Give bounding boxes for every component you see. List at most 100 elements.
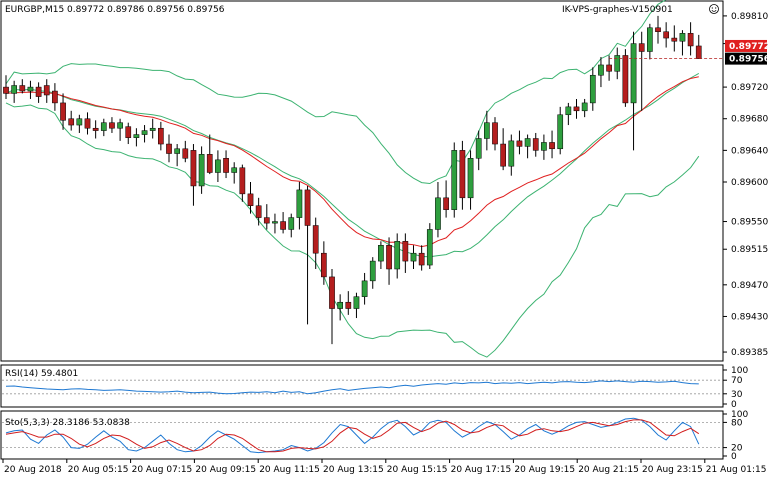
candle-body: [231, 167, 238, 173]
candle-body: [687, 33, 694, 47]
candle-body: [158, 127, 164, 145]
rsi-tick-label: 30: [731, 390, 743, 400]
candle-body: [500, 143, 506, 167]
candle-body: [272, 221, 278, 224]
candle-body: [215, 159, 221, 173]
time-tick-label: 20 Aug 15:15: [387, 465, 448, 475]
stoch-series-line: [5, 417, 700, 454]
candle-body: [475, 138, 482, 159]
candle-body: [337, 301, 343, 309]
candle-body: [451, 150, 458, 210]
candle-body: [329, 276, 335, 309]
candle-body: [410, 252, 417, 262]
candle-body: [206, 154, 213, 173]
time-tick-label: 20 Aug 17:15: [451, 465, 512, 475]
candle-body: [304, 189, 311, 226]
candle-body: [321, 252, 327, 278]
price-tick-label: 0.89550: [731, 218, 768, 228]
price-panel: 0.898100.897750.897200.896800.896400.896…: [0, 0, 768, 362]
time-tick-label: 20 Aug 11:15: [259, 465, 320, 475]
candle-body: [174, 148, 181, 154]
candle-body: [679, 33, 686, 42]
time-tick-label: 20 Aug 05:15: [68, 465, 129, 475]
price-tick-label: 0.89640: [731, 146, 768, 156]
current-price-tag: 0.89756: [725, 52, 768, 65]
candle-body: [581, 102, 588, 112]
candle-body: [508, 140, 515, 167]
candle-body: [614, 55, 621, 72]
stoch-tick-label: 20: [731, 444, 743, 454]
candle-body: [541, 142, 547, 151]
time-tick-label: 20 Aug 07:15: [132, 465, 193, 475]
candle-body: [549, 142, 555, 150]
candle-body: [247, 193, 254, 206]
candle-body: [109, 122, 115, 129]
candle-body: [182, 148, 189, 159]
time-tick-label: 20 Aug 13:15: [323, 465, 384, 475]
price-tick-label: 0.89385: [731, 348, 768, 358]
candle-body: [296, 189, 303, 218]
rsi-panel-frame: [0, 364, 724, 408]
price-panel-frame: [0, 0, 724, 362]
candle-body: [263, 217, 270, 224]
candle-body: [459, 150, 466, 199]
candle-body: [418, 252, 425, 266]
candle-body: [255, 205, 262, 218]
candle-body: [11, 85, 17, 94]
price-tick-label: 0.89470: [731, 281, 768, 291]
smiley-icon: [709, 4, 719, 14]
stoch-panel-frame: [0, 410, 724, 460]
rsi-label: RSI(14) 59.4801: [5, 369, 78, 379]
candle-body: [557, 114, 564, 150]
candle-body: [622, 55, 629, 104]
current-price-tag-text: 0.89756: [729, 55, 768, 65]
candle-body: [190, 150, 197, 187]
candle-body: [573, 106, 580, 112]
bollinger-middle-line: [5, 72, 700, 258]
price-plot: [3, 0, 723, 358]
candle-body: [60, 102, 66, 121]
candle-body: [598, 64, 604, 76]
rsi-series-line: [5, 380, 699, 395]
time-tick-label: 20 Aug 21:15: [578, 465, 639, 475]
candle-body: [353, 296, 360, 309]
ma-price-tag-text: 0.89772: [729, 42, 768, 52]
candle-body: [524, 138, 531, 147]
time-tick-label: 21 Aug 01:15: [706, 465, 767, 475]
stoch-series-line: [5, 419, 700, 453]
candle-body: [223, 158, 229, 173]
candle-body: [394, 241, 401, 270]
candle-body: [492, 122, 498, 145]
stoch-plot: [2, 417, 722, 454]
candle-body: [312, 225, 319, 254]
candle-body: [345, 301, 352, 309]
candle-body: [647, 27, 653, 52]
symbol-info: EURGBP,M15 0.89772 0.89786 0.89756 0.897…: [5, 5, 225, 15]
candle-body: [484, 122, 490, 139]
candle-body: [76, 118, 83, 126]
candle-body: [149, 127, 156, 131]
rsi-tick-label: 100: [731, 366, 748, 376]
candle-body: [19, 85, 26, 92]
candle-body: [361, 280, 368, 297]
time-tick-label: 20 Aug 19:15: [514, 465, 575, 475]
candle-body: [239, 167, 246, 195]
candle-body: [133, 134, 140, 138]
price-tick-label: 0.89430: [731, 312, 768, 322]
candle-body: [516, 140, 523, 147]
candle-body: [695, 45, 702, 59]
ma-price-tag: 0.89772: [725, 39, 768, 52]
candle-body: [43, 85, 50, 96]
time-tick-label: 20 Aug 2018: [4, 465, 62, 475]
candle-body: [443, 197, 449, 210]
candle-body: [198, 154, 205, 187]
stoch-tick-label: 100: [731, 410, 748, 420]
time-axis: 20 Aug 2018 20 Aug 05:15 20 Aug 07:15 20 Au…: [2, 459, 767, 475]
candle-body: [638, 43, 645, 52]
price-tick-label: 0.89515: [731, 245, 768, 255]
terminal-label: IK-VPS-graphes-V150901: [562, 5, 673, 15]
candle-body: [532, 138, 539, 151]
bollinger-upper-line: [5, 0, 667, 185]
